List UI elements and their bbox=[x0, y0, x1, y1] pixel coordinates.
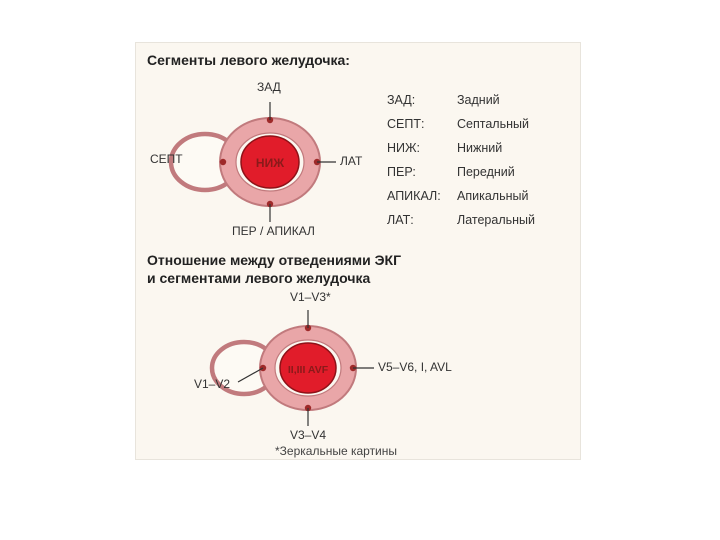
content-panel: Сегменты левого желудочка: НИЖ bbox=[135, 42, 581, 460]
heart1-label-top: ЗАД bbox=[257, 80, 281, 94]
heart2-label-top: V1–V3* bbox=[290, 290, 331, 304]
heart2-center-label: II,III AVF bbox=[288, 364, 329, 376]
heart1-center-label: НИЖ bbox=[256, 156, 284, 170]
legend-row: НИЖ:Нижний bbox=[387, 137, 541, 159]
heart1-label-bottom: ПЕР / АПИКАЛ bbox=[232, 224, 315, 238]
section2-title-line2: и сегментами левого желудочка bbox=[147, 270, 370, 286]
heart-diagram-2: II,III AVF bbox=[190, 290, 410, 440]
section2-title-line1: Отношение между отведениями ЭКГ bbox=[147, 252, 401, 268]
legend-row: ПЕР:Передний bbox=[387, 161, 541, 183]
legend-row: СЕПТ:Септальный bbox=[387, 113, 541, 135]
footnote: *Зеркальные картины bbox=[275, 444, 397, 458]
section1-title: Сегменты левого желудочка: bbox=[147, 52, 350, 68]
legend-row: ЛАТ:Латеральный bbox=[387, 209, 541, 231]
heart1-label-right: ЛАТ bbox=[340, 154, 362, 168]
legend-row: ЗАД:Задний bbox=[387, 89, 541, 111]
legend-table: ЗАД:Задний СЕПТ:Септальный НИЖ:Нижний ПЕ… bbox=[385, 87, 543, 233]
heart1-label-left: СЕПТ bbox=[150, 152, 183, 166]
legend-row: АПИКАЛ:Апикальный bbox=[387, 185, 541, 207]
heart2-label-right: V5–V6, I, AVL bbox=[378, 360, 452, 374]
heart2-label-left: V1–V2 bbox=[194, 377, 230, 391]
heart2-label-bottom: V3–V4 bbox=[290, 428, 326, 442]
